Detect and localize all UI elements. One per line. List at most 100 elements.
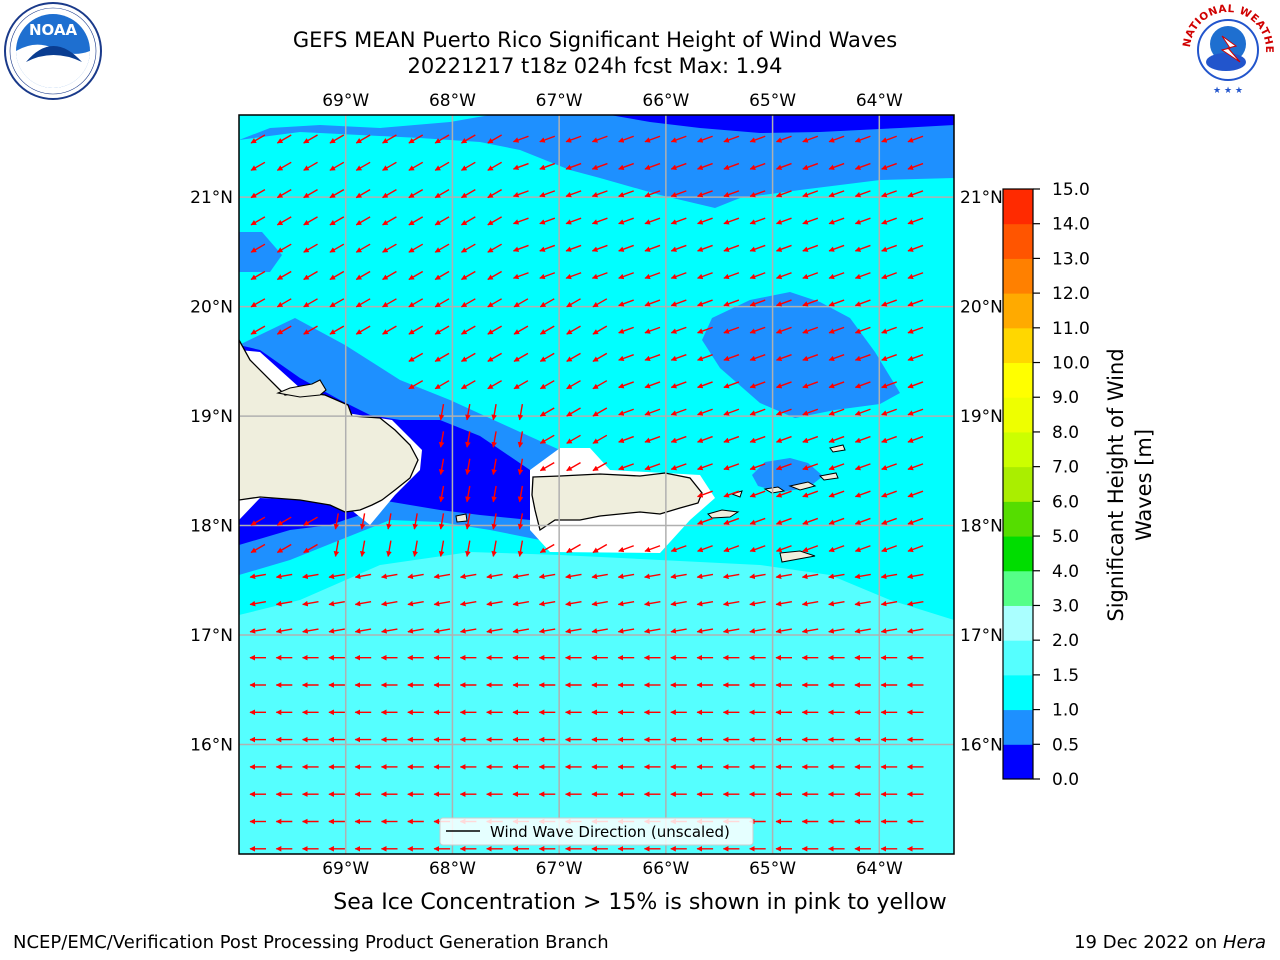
wave-direction-arrow bbox=[854, 135, 871, 143]
wave-direction-arrow bbox=[250, 543, 266, 554]
wave-direction-arrow bbox=[517, 431, 524, 448]
wave-direction-arrow bbox=[697, 490, 713, 498]
wave-direction-arrow bbox=[618, 381, 634, 389]
wave-direction-arrow bbox=[250, 188, 266, 199]
wave-direction-arrow bbox=[854, 162, 871, 170]
wave-direction-arrow bbox=[907, 435, 924, 443]
wave-direction-arrow bbox=[907, 190, 924, 198]
wave-direction-arrow bbox=[618, 408, 634, 416]
wave-direction-arrow bbox=[802, 217, 819, 225]
wave-direction-arrow bbox=[618, 244, 634, 252]
wave-direction-arrow bbox=[670, 354, 687, 362]
wave-direction-arrow bbox=[438, 513, 445, 530]
wave-direction-arrow bbox=[465, 485, 471, 503]
wave-direction-arrow bbox=[907, 135, 924, 143]
wave-direction-arrow bbox=[539, 461, 555, 472]
wave-direction-arrow bbox=[249, 600, 267, 607]
wave-direction-arrow bbox=[465, 403, 471, 421]
wave-direction-arrow bbox=[486, 600, 503, 607]
wave-direction-arrow bbox=[697, 326, 713, 334]
wave-direction-arrow bbox=[328, 600, 345, 607]
wave-direction-arrow bbox=[881, 435, 897, 443]
wave-direction-arrow bbox=[644, 135, 661, 143]
wave-direction-arrow bbox=[303, 543, 318, 554]
wave-direction-arrow bbox=[408, 352, 424, 363]
wave-direction-arrow bbox=[329, 188, 345, 199]
wave-direction-arrow bbox=[513, 298, 529, 308]
wave-direction-arrow bbox=[775, 354, 792, 362]
wave-direction-arrow bbox=[566, 543, 581, 554]
wave-direction-arrow bbox=[618, 435, 634, 443]
wave-direction-arrow bbox=[723, 463, 740, 471]
wave-direction-arrow bbox=[592, 434, 608, 444]
wave-direction-arrow bbox=[907, 354, 924, 362]
legend-label: Wind Wave Direction (unscaled) bbox=[490, 823, 730, 841]
wave-direction-arrow bbox=[565, 244, 582, 252]
wave-direction-arrow bbox=[512, 190, 529, 198]
wave-direction-arrow bbox=[275, 600, 293, 607]
wave-direction-arrow bbox=[512, 162, 529, 170]
lon-label-top: 68°W bbox=[429, 91, 476, 111]
wave-direction-arrow bbox=[250, 270, 266, 281]
wave-direction-arrow bbox=[802, 244, 819, 252]
wave-direction-arrow bbox=[438, 485, 445, 503]
wave-direction-arrow bbox=[828, 573, 845, 580]
wave-direction-arrow bbox=[828, 162, 845, 170]
wave-direction-arrow bbox=[355, 270, 371, 281]
wave-direction-arrow bbox=[539, 543, 555, 554]
wave-direction-arrow bbox=[491, 540, 497, 557]
wave-direction-arrow bbox=[487, 352, 502, 363]
wave-direction-arrow bbox=[881, 517, 897, 525]
wave-direction-arrow bbox=[854, 517, 871, 525]
wave-direction-arrow bbox=[723, 517, 740, 525]
wave-direction-arrow bbox=[670, 299, 687, 307]
wave-direction-arrow bbox=[566, 434, 581, 444]
wave-direction-arrow bbox=[382, 243, 397, 253]
wave-direction-arrow bbox=[644, 628, 661, 634]
wave-direction-arrow bbox=[749, 244, 766, 252]
lon-label-top: 65°W bbox=[749, 91, 796, 111]
wave-direction-arrow bbox=[881, 381, 897, 389]
land-puerto-rico bbox=[531, 472, 703, 532]
wave-direction-arrow bbox=[517, 403, 524, 421]
wave-direction-arrow bbox=[487, 134, 502, 144]
wave-direction-arrow bbox=[249, 628, 267, 634]
land-samana bbox=[276, 379, 327, 398]
wave-direction-arrow bbox=[618, 299, 634, 307]
wave-direction-arrow bbox=[434, 352, 450, 363]
wave-direction-arrow bbox=[434, 270, 450, 281]
wave-direction-arrow bbox=[723, 354, 740, 362]
wave-direction-arrow bbox=[459, 628, 477, 634]
wave-direction-arrow bbox=[723, 272, 740, 280]
wave-direction-arrow bbox=[880, 600, 898, 607]
wave-direction-arrow bbox=[881, 408, 897, 416]
wave-direction-arrow bbox=[670, 573, 687, 580]
wave-direction-arrow bbox=[644, 272, 661, 280]
wave-direction-arrow bbox=[670, 463, 687, 471]
wave-field-1.5-2.0 bbox=[239, 552, 954, 854]
wave-direction-arrow bbox=[566, 407, 581, 417]
wave-direction-arrow bbox=[434, 216, 450, 226]
wave-direction-arrow bbox=[802, 463, 819, 471]
land-virgin-gorda bbox=[818, 472, 839, 481]
wave-direction-arrow bbox=[644, 435, 661, 443]
wave-direction-arrow bbox=[487, 270, 502, 281]
lat-label-left: 18°N bbox=[190, 517, 233, 537]
wave-direction-arrow bbox=[512, 600, 530, 607]
wave-direction-arrow bbox=[644, 244, 661, 252]
wave-direction-arrow bbox=[617, 573, 635, 580]
wave-direction-arrow bbox=[275, 573, 293, 580]
wave-direction-arrow bbox=[723, 190, 740, 198]
wave-direction-arrow bbox=[517, 485, 524, 503]
wave-direction-arrow bbox=[250, 516, 266, 526]
wave-direction-arrow bbox=[438, 403, 445, 421]
wave-direction-arrow bbox=[644, 600, 661, 607]
wave-direction-arrow bbox=[303, 516, 318, 526]
wave-direction-arrow bbox=[749, 354, 766, 362]
wave-direction-arrow bbox=[722, 628, 740, 634]
land-tortola bbox=[788, 481, 817, 491]
wave-direction-arrow bbox=[670, 135, 687, 143]
footer-date-text: 19 Dec 2022 on bbox=[1074, 932, 1223, 953]
lon-label-top: 66°W bbox=[642, 91, 689, 111]
wave-direction-arrow bbox=[434, 188, 450, 199]
